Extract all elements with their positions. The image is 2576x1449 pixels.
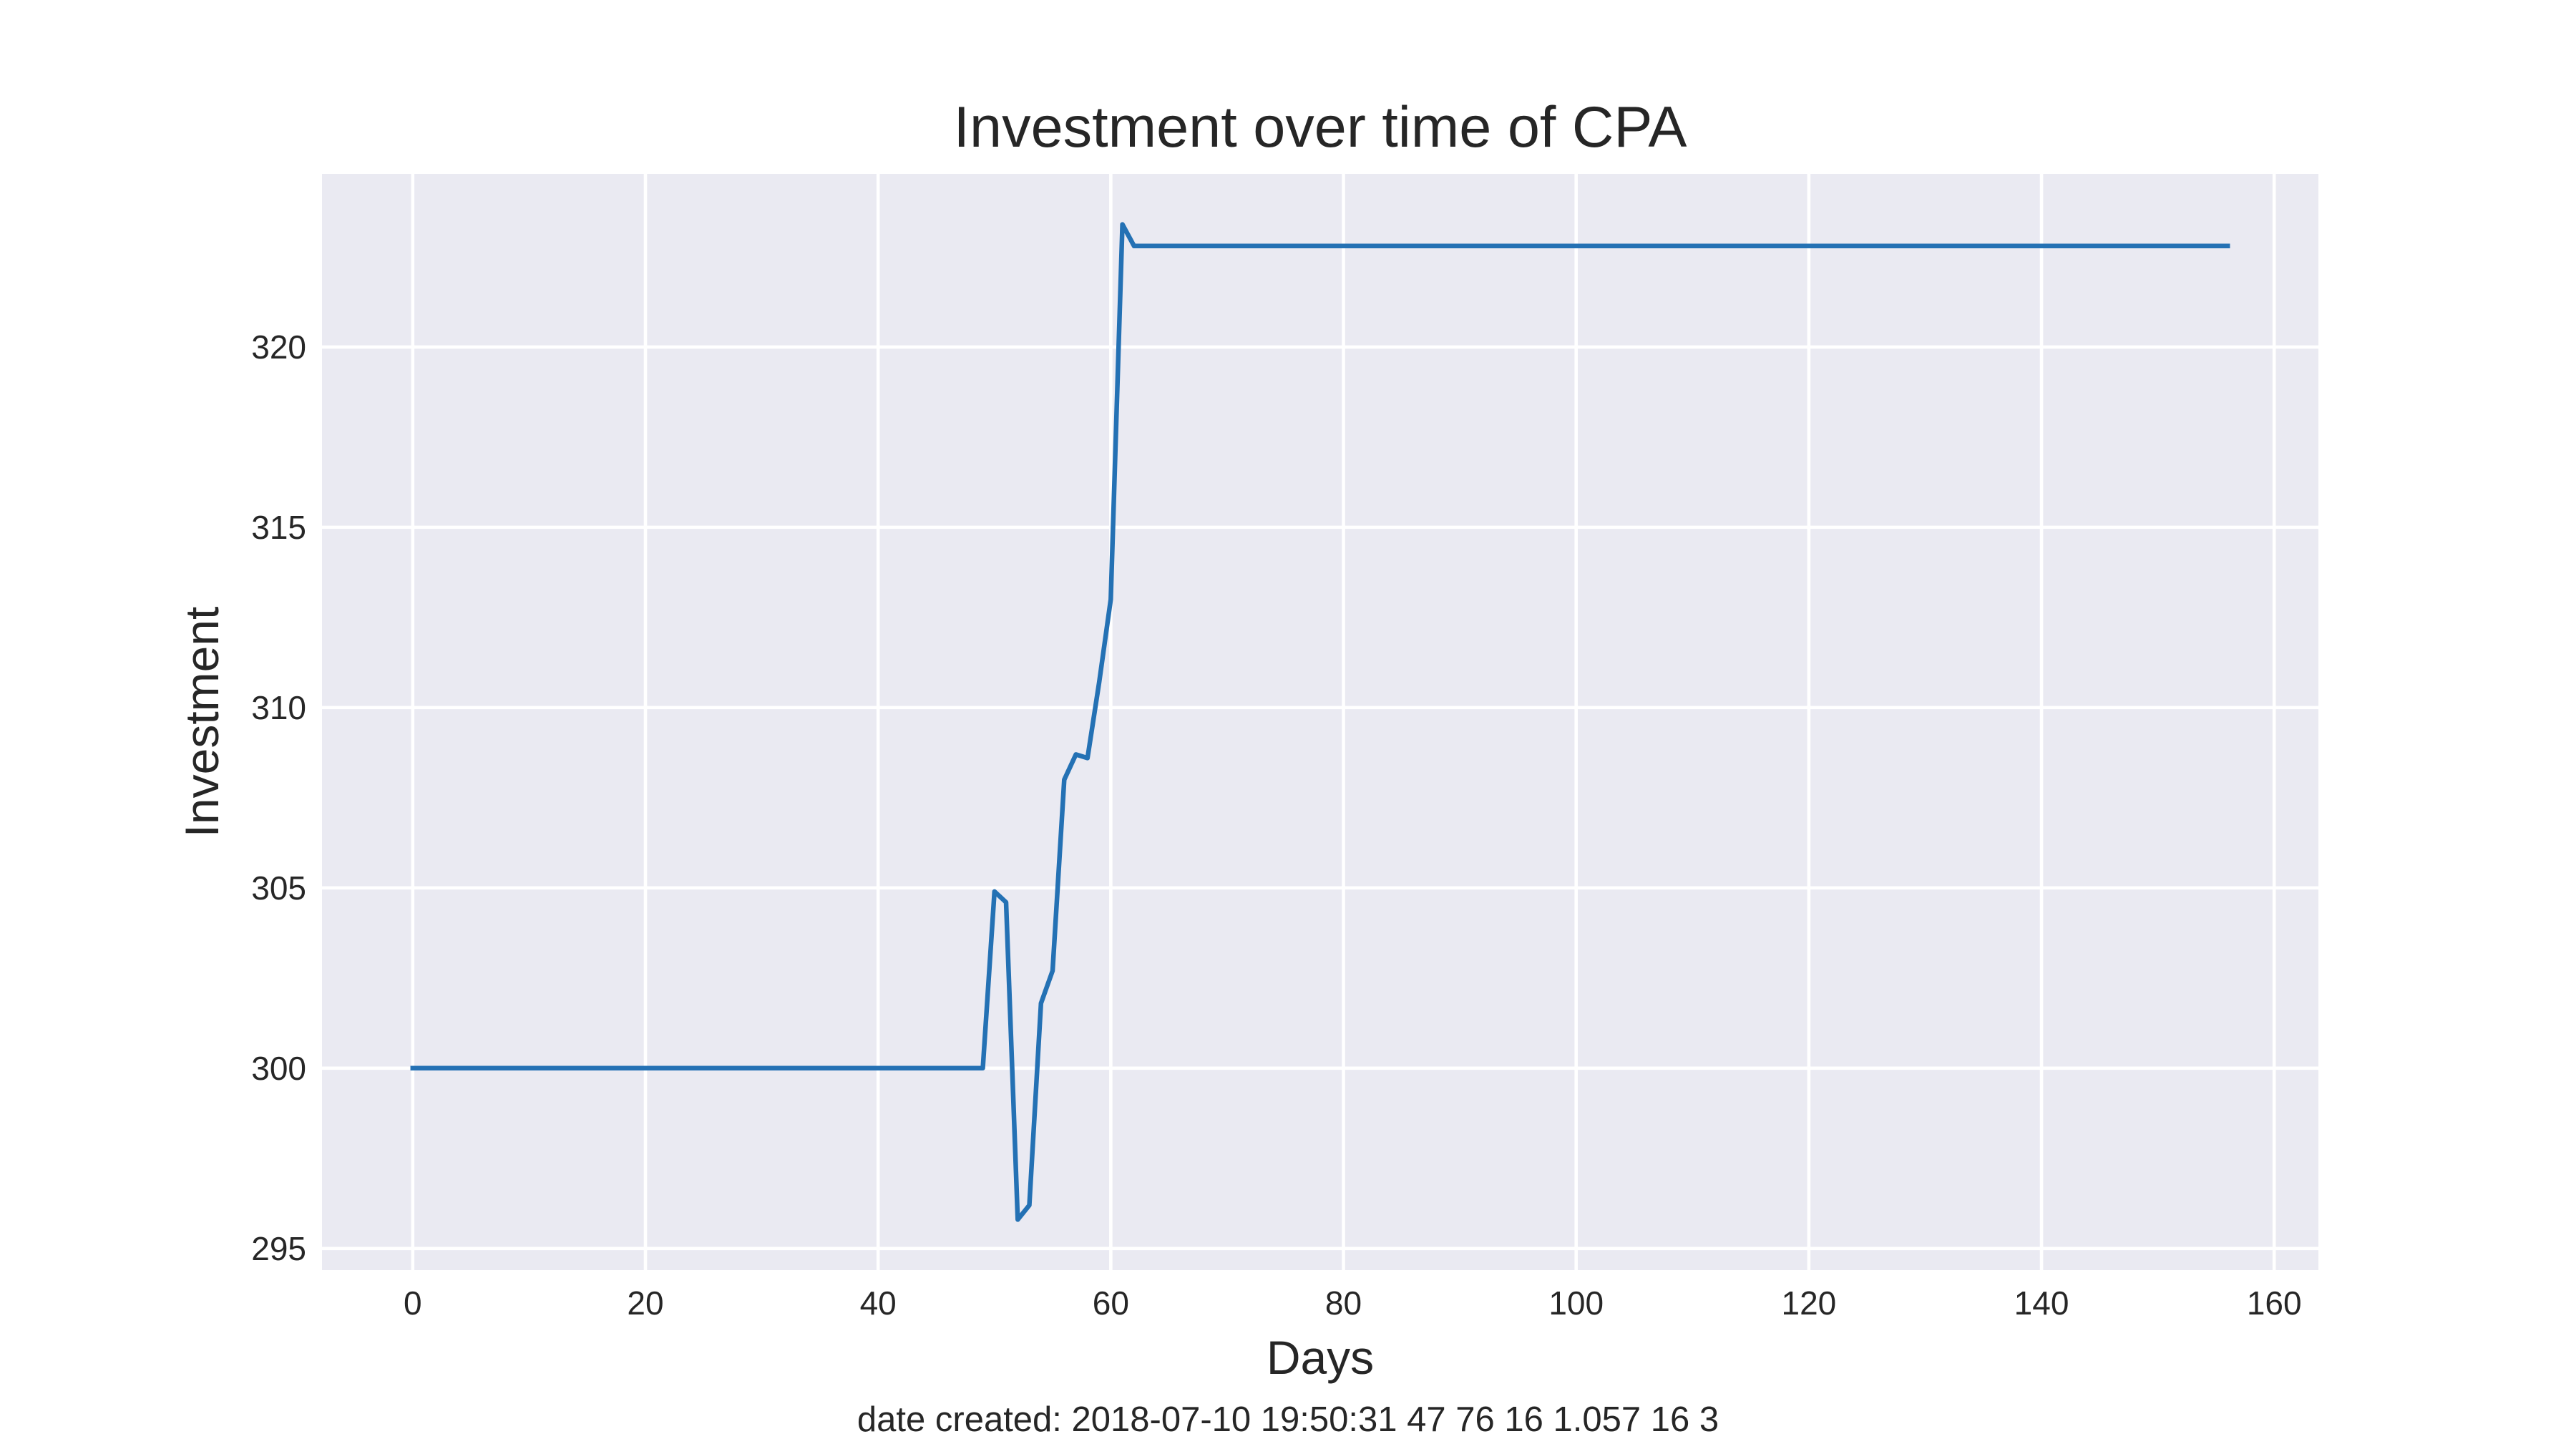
y-axis-label: Investment xyxy=(175,607,228,838)
investment-series-line xyxy=(410,222,2230,1222)
y-tick-label: 295 xyxy=(251,1230,306,1267)
series-group xyxy=(410,222,2230,1222)
x-tick-labels: 0 20 40 60 80 100 120 140 160 xyxy=(404,1284,2302,1322)
y-tick-labels: 295 300 305 310 315 320 xyxy=(251,328,306,1267)
x-tick-label: 0 xyxy=(404,1284,422,1322)
y-tick-label: 320 xyxy=(251,328,306,366)
x-gridlines xyxy=(411,174,2276,1270)
y-tick-label: 300 xyxy=(251,1050,306,1087)
x-tick-label: 60 xyxy=(1093,1284,1129,1322)
x-tick-label: 140 xyxy=(2014,1284,2069,1322)
x-tick-label: 100 xyxy=(1548,1284,1604,1322)
y-tick-label: 305 xyxy=(251,869,306,907)
x-tick-label: 160 xyxy=(2247,1284,2302,1322)
plot-background xyxy=(322,174,2318,1270)
x-tick-label: 80 xyxy=(1325,1284,1362,1322)
y-tick-label: 315 xyxy=(251,509,306,546)
x-axis-label: Days xyxy=(1267,1331,1374,1384)
chart-title: Investment over time of CPA xyxy=(954,95,1687,160)
footer-text: date created: 2018-07-10 19:50:31 47 76 … xyxy=(857,1400,1719,1439)
x-tick-label: 20 xyxy=(627,1284,663,1322)
x-tick-label: 120 xyxy=(1781,1284,1836,1322)
y-tick-label: 310 xyxy=(251,689,306,726)
x-tick-label: 40 xyxy=(860,1284,897,1322)
